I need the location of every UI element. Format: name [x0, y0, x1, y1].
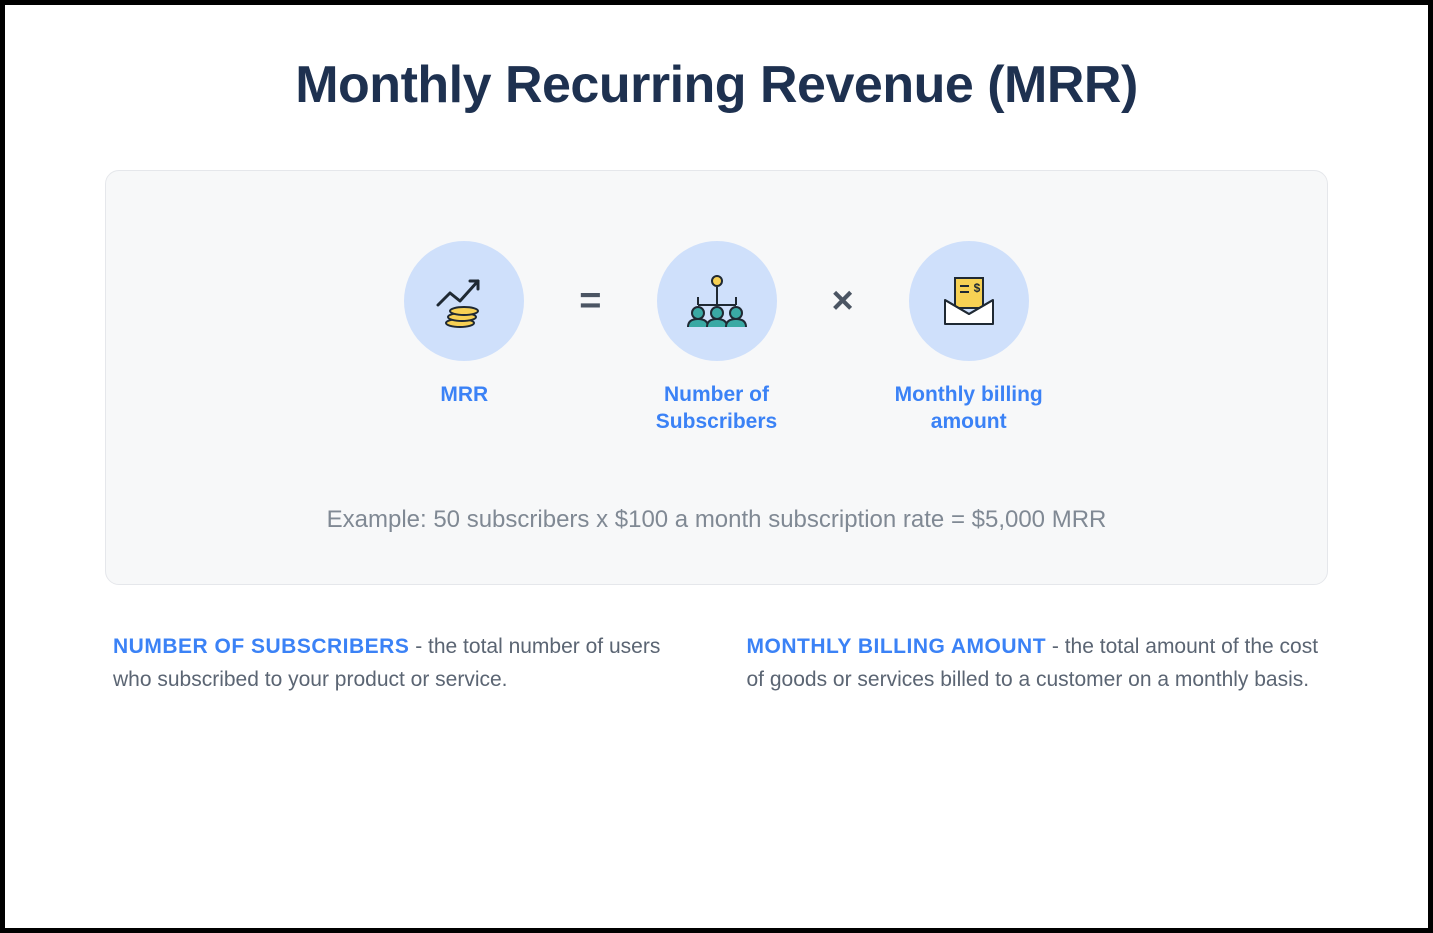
svg-text:$: $ — [973, 281, 980, 295]
definition-billing: MONTHLY BILLING AMOUNT - the total amoun… — [747, 630, 1321, 697]
multiply-operator: × — [832, 241, 854, 361]
subscribers-icon — [657, 241, 777, 361]
term-label: MRR — [440, 381, 488, 408]
growth-coins-icon — [404, 241, 524, 361]
term-mrr: MRR — [379, 241, 549, 408]
term-billing: $ Monthly billing amount — [884, 241, 1054, 436]
definition-term: MONTHLY BILLING AMOUNT — [747, 635, 1047, 658]
definition-term: NUMBER OF SUBSCRIBERS — [113, 635, 409, 658]
page-title: Monthly Recurring Revenue (MRR) — [105, 55, 1328, 115]
term-label: Monthly billing amount — [884, 381, 1054, 436]
example-text: Example: 50 subscribers x $100 a month s… — [146, 506, 1287, 534]
definitions-row: NUMBER OF SUBSCRIBERS - the total number… — [105, 630, 1328, 697]
formula-row: MRR = Number o — [146, 241, 1287, 436]
equals-operator: = — [579, 241, 601, 361]
definition-subscribers: NUMBER OF SUBSCRIBERS - the total number… — [113, 630, 687, 697]
formula-box: MRR = Number o — [105, 170, 1328, 585]
term-label: Number of Subscribers — [632, 381, 802, 436]
invoice-envelope-icon: $ — [909, 241, 1029, 361]
term-subscribers: Number of Subscribers — [632, 241, 802, 436]
